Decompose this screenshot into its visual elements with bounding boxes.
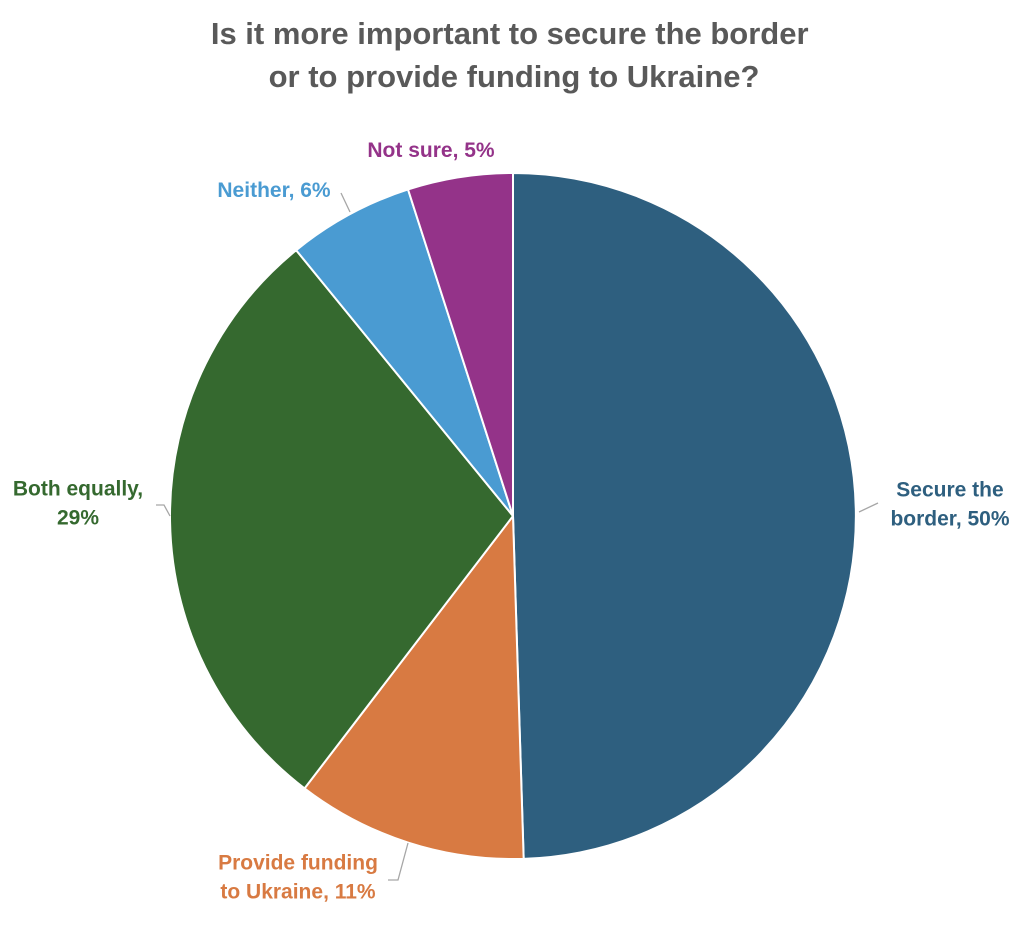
chart-title-line-2: or to provide funding to Ukraine?	[269, 59, 760, 94]
slice-label-neither: Neither, 6%	[217, 179, 331, 202]
slice-label-provide-line-1: Provide funding	[218, 852, 378, 875]
slice-label-notsure: Not sure, 5%	[367, 139, 495, 162]
pie-slices	[169, 172, 857, 860]
slice-label-secure-line-2: border, 50%	[890, 508, 1009, 531]
pie-slice-neither	[295, 188, 514, 517]
pie-slice-notsure	[407, 172, 514, 517]
leader-line-neither	[340, 192, 351, 213]
slice-label-both-line-1: Both equally,	[13, 478, 143, 501]
chart-title: Is it more important to secure the borde…	[211, 16, 817, 94]
leader-lines	[156, 192, 879, 881]
slice-label-secure-line-1: Secure the	[896, 479, 1003, 502]
pie-slice-provide	[303, 515, 525, 860]
chart-title-line-1: Is it more important to secure the borde…	[211, 16, 809, 51]
leader-line-both	[156, 504, 171, 517]
leader-line-secure	[858, 502, 879, 513]
slice-label-both: Both equally, 29%	[13, 478, 143, 530]
slice-label-provide: Provide funding to Ukraine, 11%	[218, 852, 378, 904]
slice-label-notsure-line-1: Not sure, 5%	[367, 139, 495, 162]
slice-label-both-line-2: 29%	[57, 507, 99, 530]
pie-slice-secure	[512, 172, 857, 860]
leader-line-provide	[388, 842, 409, 881]
pie-slice-both	[169, 249, 514, 790]
slice-label-provide-line-2: to Ukraine, 11%	[220, 881, 376, 904]
slice-labels: Secure the border, 50% Provide funding to U…	[13, 139, 1010, 904]
slice-label-secure: Secure the border, 50%	[890, 479, 1009, 531]
slice-label-neither-line-1: Neither, 6%	[217, 179, 331, 202]
